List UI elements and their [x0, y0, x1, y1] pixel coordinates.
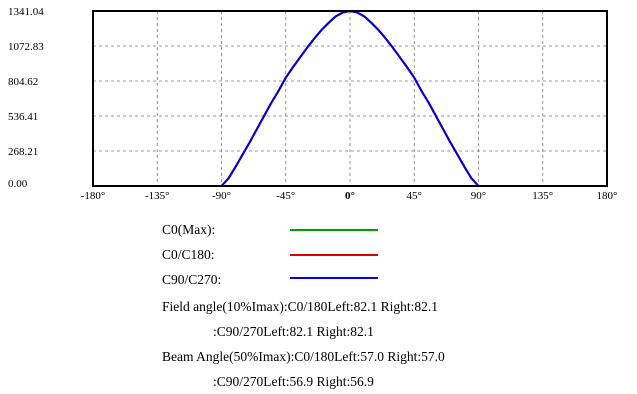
y-tick-label: 268.21	[8, 146, 38, 158]
beam-angle-line2: :C90/270Left:56.9 Right:56.9	[213, 374, 374, 389]
x-tick-label: -180°	[81, 190, 106, 202]
legend-label-c0max: C0(Max):	[162, 222, 216, 237]
field-angle-line2: :C90/270Left:82.1 Right:82.1	[213, 324, 374, 339]
y-tick-label: 1341.04	[8, 6, 44, 18]
y-tick-label: 0.00	[8, 178, 28, 190]
x-tick-label: -135°	[145, 190, 170, 202]
x-tick-label: 135°	[532, 190, 553, 202]
chart-grid	[93, 11, 607, 186]
x-tick-label: 90°	[471, 190, 486, 202]
x-tick-label: -45°	[276, 190, 295, 202]
y-tick-label: 804.62	[8, 76, 38, 88]
x-tick-label: 45°	[407, 190, 422, 202]
legend-swatch-c90c270	[290, 277, 378, 279]
legend-label-c0c180: C0/C180:	[162, 247, 215, 262]
legend-swatch-c0max	[290, 229, 378, 231]
x-tick-label: 180°	[597, 190, 618, 202]
plot-frame	[92, 10, 608, 187]
light-distribution-chart: 0.00 268.21 536.41 804.62 1072.83 1341.04 -18…	[8, 6, 618, 202]
y-axis-labels: 0.00 268.21 536.41 804.62 1072.83 1341.04	[8, 6, 44, 190]
y-tick-label: 536.41	[8, 111, 38, 123]
y-tick-label: 1072.83	[8, 41, 44, 53]
x-tick-label: -90°	[212, 190, 231, 202]
legend-label-c90c270: C90/C270:	[162, 272, 222, 287]
beam-angle-line1: Beam Angle(50%Imax):C0/180Left:57.0 Righ…	[162, 349, 445, 364]
x-tick-label: 0°	[345, 190, 355, 202]
x-axis-labels: -180° -135° -90° -45° 0° 45° 90° 135° 180°	[81, 190, 618, 202]
field-angle-line1: Field angle(10%Imax):C0/180Left:82.1 Rig…	[162, 299, 438, 314]
legend-swatch-c0c180	[290, 254, 378, 256]
